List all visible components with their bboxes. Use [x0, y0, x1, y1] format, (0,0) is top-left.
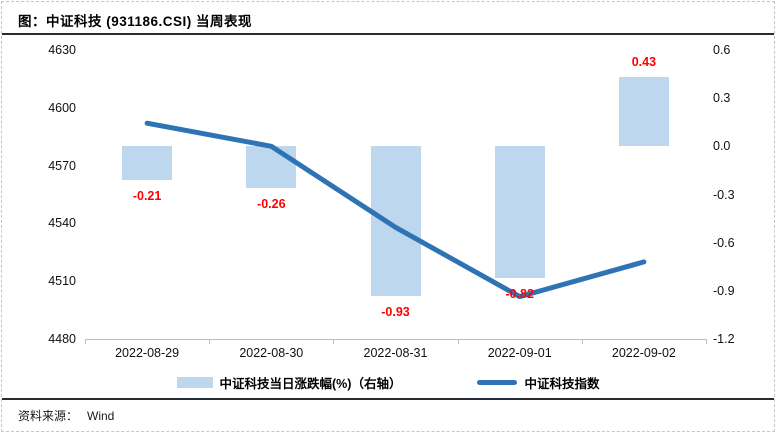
left-axis-tick-label: 4540 — [48, 216, 76, 231]
bar — [618, 77, 669, 147]
index-line — [144, 120, 647, 300]
x-axis-category-label: 2022-08-31 — [363, 346, 428, 360]
index-line-chart — [144, 120, 647, 300]
x-axis-tick — [85, 339, 86, 344]
right-axis-tick-label: 0.0 — [713, 139, 731, 154]
x-axis-line — [85, 339, 706, 340]
bar — [494, 146, 545, 278]
legend-item-line-series: 中证科技指数 — [477, 373, 599, 392]
bar-series-swatch-icon — [176, 376, 213, 388]
x-axis-tick — [457, 339, 459, 344]
right-axis-tick-label: -0.9 — [713, 283, 735, 298]
data-source: 资料来源： Wind — [18, 407, 114, 424]
bar — [370, 146, 421, 296]
bar-data-label: -0.93 — [381, 304, 410, 319]
data-source-value: Wind — [87, 409, 115, 423]
left-axis-tick-label: 4480 — [48, 332, 76, 346]
right-axis-tick-label: -1.2 — [713, 332, 735, 346]
chart-title: 图：中证科技 (931186.CSI) 当周表现 — [18, 14, 253, 29]
x-axis-tick — [333, 339, 335, 344]
chart-footer: 资料来源： Wind — [2, 398, 774, 431]
line-series-label: 中证科技指数 — [524, 376, 600, 391]
x-axis-category-label: 2022-08-30 — [239, 346, 304, 360]
chart-header: 图：中证科技 (931186.CSI) 当周表现 — [2, 2, 774, 35]
x-axis-tick — [209, 339, 211, 344]
x-axis-category-label: 2022-08-29 — [115, 346, 180, 360]
x-axis-tick — [706, 339, 707, 344]
left-axis-tick-label: 4510 — [48, 274, 76, 289]
line-series-swatch-icon — [477, 379, 518, 385]
chart-plot-area: 4630 4600 4570 4540 4510 4480 0.6 0.3 0.0 -0.3 -0.… — [2, 2, 774, 397]
right-axis-tick-label: 0.6 — [713, 43, 731, 57]
data-source-label: 资料来源： — [18, 409, 79, 423]
bar-data-label: -0.21 — [132, 189, 162, 204]
bar-data-label: 0.43 — [631, 55, 657, 70]
right-axis-tick-label: 0.3 — [713, 91, 731, 106]
x-axis-tick — [581, 339, 583, 344]
left-axis-tick-label: 4570 — [48, 158, 76, 173]
legend-item-bar-series: 中证科技当日涨跌幅(%)（右轴） — [176, 373, 402, 392]
bar-data-label: -0.26 — [257, 197, 286, 212]
bar-data-label: -0.82 — [505, 286, 534, 301]
right-axis-tick-label: -0.3 — [713, 187, 735, 202]
right-axis-tick-label: -0.6 — [713, 235, 735, 250]
bar — [246, 146, 297, 189]
bar — [122, 146, 173, 181]
left-axis-tick-label: 4600 — [48, 100, 76, 115]
chart-legend: 中证科技当日涨跌幅(%)（右轴） 中证科技指数 — [2, 371, 774, 393]
bar-series-label: 中证科技当日涨跌幅(%)（右轴） — [219, 376, 402, 391]
x-axis-category-label: 2022-09-02 — [611, 346, 676, 360]
left-axis-tick-label: 4630 — [48, 43, 76, 57]
x-axis-category-label: 2022-09-01 — [487, 346, 552, 360]
